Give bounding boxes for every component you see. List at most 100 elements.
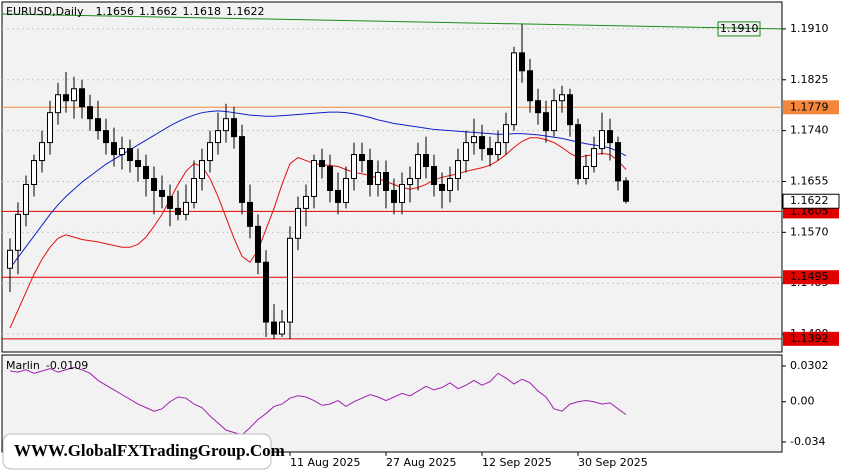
candle-body	[487, 148, 493, 156]
candle-body	[591, 148, 597, 168]
candle-body	[95, 118, 101, 132]
candle-body	[415, 154, 421, 179]
candle-body	[31, 160, 37, 185]
candle-body	[543, 112, 549, 132]
candle-body	[359, 154, 365, 162]
candle-body	[431, 166, 437, 185]
y-tick-label: 1.1655	[790, 174, 829, 187]
symbol: EURUSD,Daily	[6, 5, 84, 18]
level-label: 1.1392	[790, 332, 829, 345]
candle-body	[39, 142, 45, 162]
candle-body	[391, 189, 397, 203]
header-high: 1.1662	[139, 5, 178, 18]
candle-body	[79, 88, 85, 108]
candle-body	[383, 172, 389, 191]
candle-body	[71, 88, 77, 102]
candle-body	[439, 183, 445, 191]
candle-body	[311, 160, 317, 197]
indicator-title: Marlin	[6, 359, 40, 372]
price-label-box	[782, 193, 840, 209]
candle-body	[599, 130, 605, 150]
candle-body	[303, 195, 309, 209]
candle-body	[167, 195, 173, 209]
moving-average	[9, 137, 627, 329]
candle-body	[15, 213, 21, 251]
candle-body	[183, 201, 189, 215]
candle-body	[247, 201, 253, 227]
indicator-line	[9, 366, 627, 436]
indicator-header: Marlin -0.0109	[6, 359, 88, 372]
candle-body	[423, 154, 429, 168]
candle-body	[583, 166, 589, 179]
level-label-box	[783, 331, 839, 346]
candle-body	[399, 183, 405, 203]
candle-body	[503, 124, 509, 144]
trendline	[1, 13, 783, 30]
candle-body	[119, 148, 125, 156]
candle-body	[263, 261, 269, 323]
x-tick-label: 30 Sep 2025	[578, 456, 648, 469]
candle-body	[343, 177, 349, 203]
candle-body	[327, 166, 333, 191]
candle-body	[623, 180, 629, 202]
candle-body	[151, 177, 157, 191]
y-tick-label: -0.034	[790, 435, 825, 448]
candle-body	[367, 160, 373, 185]
candle-body	[55, 94, 61, 114]
candle-body	[135, 160, 141, 168]
candle-body	[567, 94, 573, 126]
candle-body	[375, 172, 381, 185]
candle-body	[607, 130, 613, 144]
candle-body	[463, 142, 469, 162]
candle-body	[551, 100, 557, 132]
candle-body	[455, 160, 461, 179]
candle-body	[527, 70, 533, 102]
candle-body	[215, 130, 221, 144]
trendline-label-box	[717, 21, 761, 37]
candle-body	[511, 52, 517, 126]
candle-body	[319, 160, 325, 168]
level-label-box	[783, 270, 839, 285]
candle-body	[519, 52, 525, 72]
x-tick-label: 11 Aug 2025	[290, 456, 360, 469]
candle-body	[447, 177, 453, 191]
candle-body	[175, 207, 181, 215]
x-tick-label: 12 Sep 2025	[482, 456, 552, 469]
level-label-box	[783, 100, 839, 115]
candle-body	[207, 142, 213, 162]
candle-body	[143, 166, 149, 179]
level-label: 1.1495	[790, 270, 829, 283]
header-close: 1.1622	[226, 5, 265, 18]
candle-body	[287, 237, 293, 323]
header-low: 1.1618	[182, 5, 221, 18]
candle-body	[7, 249, 13, 269]
candle-body	[335, 189, 341, 203]
candle-body	[159, 189, 165, 197]
candle-body	[295, 207, 301, 239]
candle-body	[199, 160, 205, 179]
watermark-box	[2, 433, 272, 470]
candle-body	[239, 136, 245, 203]
candle-body	[407, 177, 413, 185]
candle-body	[47, 112, 53, 144]
candle-body	[279, 321, 285, 335]
candle-body	[615, 142, 621, 182]
candle-body	[223, 118, 229, 132]
candle-body	[127, 148, 133, 162]
candle-body	[23, 183, 29, 215]
candle-body	[63, 94, 69, 102]
candle-body	[231, 118, 237, 138]
price-panel	[1, 1, 783, 353]
level-label: 1.1779	[790, 100, 829, 113]
candle-body	[471, 136, 477, 144]
candle-body	[479, 136, 485, 150]
y-tick-label: 0.00	[790, 395, 815, 408]
candle-body	[191, 177, 197, 203]
trendline-label: 1.1910	[720, 22, 759, 35]
candle-body	[535, 100, 541, 114]
y-tick-label: 0.0302	[790, 359, 829, 372]
x-tick-label: 27 Aug 2025	[386, 456, 456, 469]
price-label: 1.1622	[790, 194, 829, 207]
plot-layer: 1.19101.18251.17401.16551.15701.14851.14…	[1, 13, 840, 469]
